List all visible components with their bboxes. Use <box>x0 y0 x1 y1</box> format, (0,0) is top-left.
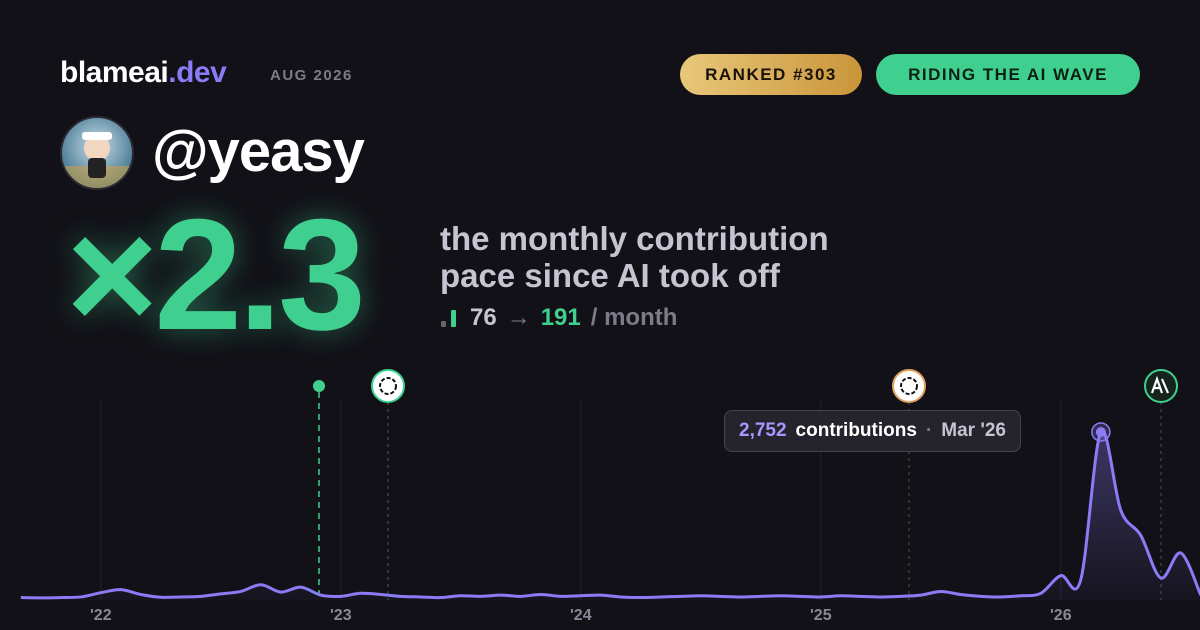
pace-after: 191 <box>540 304 581 331</box>
tooltip-value: 2,752 <box>739 420 787 441</box>
status-badge: RIDING THE AI WAVE <box>876 54 1140 95</box>
pace-arrow: → <box>506 304 531 331</box>
event-dot <box>313 380 325 392</box>
highlight-point <box>1095 427 1106 438</box>
x-tick-label: '26 <box>1050 607 1072 624</box>
date: AUG 2026 <box>270 67 353 84</box>
handle: @yeasy <box>152 119 365 184</box>
x-tick-label: '23 <box>330 607 352 624</box>
x-tick-label: '25 <box>810 607 832 624</box>
x-tick-label: '22 <box>90 607 112 624</box>
tooltip-unit: contributions <box>795 420 917 441</box>
tooltip-sep: · <box>925 420 933 441</box>
avatar <box>60 116 134 190</box>
brand-tld: .dev <box>168 56 227 89</box>
event-icon <box>371 369 405 403</box>
line <box>20 429 1200 600</box>
description-line: pace since AI took off <box>440 257 780 294</box>
tooltip: 2,752 contributions · Mar '26 <box>724 410 1021 452</box>
description-line: the monthly contribution <box>440 220 829 257</box>
event-icon <box>892 369 926 403</box>
pace-icon <box>441 310 456 327</box>
event-glyph <box>1150 375 1170 394</box>
event-glyph <box>379 377 397 395</box>
pace-before: 76 <box>470 304 497 331</box>
pace-unit: / month <box>590 304 678 331</box>
avatar-art <box>62 132 132 188</box>
events <box>313 369 1178 600</box>
brand-name: blameai <box>60 56 169 89</box>
multiplier: ×2.3 <box>66 187 366 363</box>
x-tick-label: '24 <box>570 607 592 624</box>
rank-badge: RANKED #303 <box>680 54 862 95</box>
area <box>20 430 1200 600</box>
brand: blameai.dev <box>60 56 227 90</box>
pace: 76 → 191 / month <box>440 304 677 332</box>
event-glyph <box>900 377 918 395</box>
event-icon <box>1144 369 1178 403</box>
description: the monthly contribution pace since AI t… <box>440 220 829 294</box>
tooltip-date: Mar '26 <box>941 420 1006 441</box>
